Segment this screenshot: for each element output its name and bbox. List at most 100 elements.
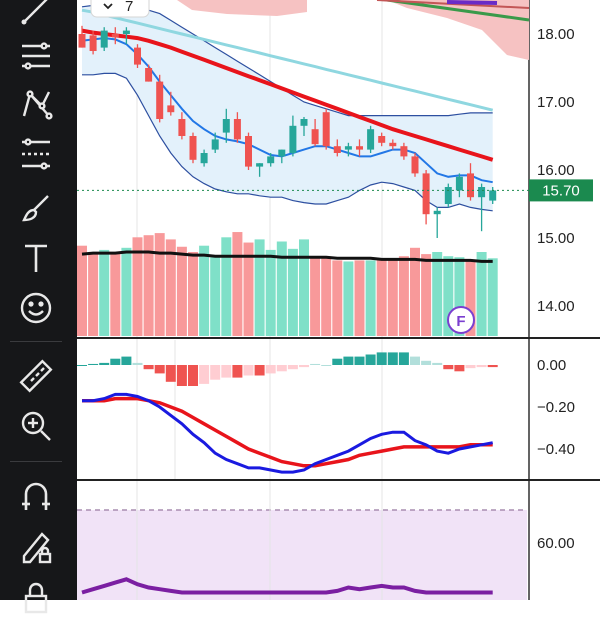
candle-body xyxy=(245,136,252,167)
candle-body xyxy=(489,190,497,201)
candle-body xyxy=(378,136,386,143)
price-axis: 18.00 17.00 16.00 15.00 14.00 xyxy=(537,26,575,315)
volume-bar xyxy=(99,249,110,336)
macd-histogram-bar xyxy=(387,352,398,365)
volume-bar xyxy=(210,257,221,336)
candle-body xyxy=(444,187,452,204)
volume-bar xyxy=(154,233,165,336)
volume-bar xyxy=(310,257,321,336)
macd-histogram-bar xyxy=(254,365,265,376)
volume-bar xyxy=(254,239,265,336)
toolbar-separator xyxy=(10,461,62,462)
volume-bar xyxy=(276,241,287,336)
last-price-tag xyxy=(529,179,593,202)
hidden-indicators-toggle[interactable]: 7 xyxy=(90,0,150,18)
candle-body xyxy=(356,146,363,150)
ruler-icon[interactable] xyxy=(12,352,60,400)
zoom-in-icon[interactable] xyxy=(12,402,60,450)
macd-histogram-bar xyxy=(154,365,165,374)
volume-bar xyxy=(287,248,298,336)
emoji-icon[interactable] xyxy=(12,284,60,332)
macd-histogram-bar xyxy=(321,365,332,366)
volume-bar xyxy=(321,258,332,336)
macd-histogram-bar xyxy=(287,365,298,370)
bollinger-fill xyxy=(82,3,493,211)
candle-body xyxy=(289,125,297,153)
event-badge-label: F xyxy=(456,313,465,330)
brush-icon[interactable] xyxy=(12,184,60,232)
candle-body xyxy=(411,156,419,174)
magnet-icon[interactable] xyxy=(12,472,60,520)
volume-bar xyxy=(176,246,187,336)
volume-bar xyxy=(376,258,387,336)
candle-body xyxy=(156,81,164,119)
chevron-down-icon xyxy=(103,3,113,10)
volume-bar xyxy=(132,237,143,336)
event-badge[interactable]: F xyxy=(447,306,475,334)
candle-body xyxy=(333,146,341,153)
macd-histogram-bar xyxy=(199,365,210,384)
oscillator-band xyxy=(77,510,527,600)
ma-red-line xyxy=(81,28,494,162)
macd-histogram-bar xyxy=(165,365,176,382)
volume-bar xyxy=(410,247,420,336)
price-tick-label: 16.00 xyxy=(537,162,575,179)
volume-bar xyxy=(476,252,487,336)
volume-bar xyxy=(465,260,476,336)
candle-body xyxy=(267,156,275,164)
volume-bar xyxy=(365,260,376,336)
candle-body xyxy=(222,119,230,133)
candle-body xyxy=(211,139,219,150)
macd-histogram-bar xyxy=(343,356,354,365)
volume-bar xyxy=(432,252,443,336)
candle-body xyxy=(256,163,264,167)
volume-bar xyxy=(121,247,132,336)
macd-tick-label: −0.20 xyxy=(537,399,575,416)
oscillator-line xyxy=(81,577,493,595)
volume-bar xyxy=(88,252,99,336)
macd-histogram-bar xyxy=(432,362,443,365)
pattern-icon[interactable] xyxy=(12,80,60,128)
macd-histogram-bar xyxy=(210,365,221,380)
macd-histogram-bar xyxy=(77,365,87,366)
lock-icon[interactable] xyxy=(12,574,60,622)
lock-drawing-icon[interactable] xyxy=(12,522,60,570)
oscillator-value-line xyxy=(81,577,493,595)
candle-body xyxy=(344,146,352,150)
macd-histogram-bar xyxy=(398,352,409,365)
macd-histogram-bar xyxy=(132,362,143,365)
candle-body xyxy=(422,173,430,215)
macd-histogram-bar xyxy=(243,365,254,376)
candle-body xyxy=(455,176,463,191)
candle-body xyxy=(400,146,408,157)
volume-bar xyxy=(421,254,432,336)
candlesticks xyxy=(78,25,497,238)
macd-histogram-bar xyxy=(265,365,276,374)
text-icon[interactable] xyxy=(12,234,60,282)
trend-line-icon[interactable] xyxy=(12,0,60,34)
volume-bar xyxy=(265,249,276,336)
fib-retracement-icon[interactable] xyxy=(12,32,60,80)
drawing-toolbar xyxy=(0,0,77,614)
prediction-icon[interactable] xyxy=(12,130,60,178)
macd-histogram-bar xyxy=(476,365,487,368)
macd-histogram-bar xyxy=(110,358,121,365)
price-tick-label: 18.00 xyxy=(537,26,575,43)
macd-histogram-bar xyxy=(487,365,498,368)
candle-body xyxy=(478,187,486,198)
chart-area[interactable]: 15.70 18.00 17.00 16.00 15.00 14.00 0.00 −0.2… xyxy=(77,0,600,600)
candle-body xyxy=(322,112,330,147)
oscillator-axis: 60.00 xyxy=(537,535,575,552)
candle-body xyxy=(300,119,308,126)
volume-bar xyxy=(332,260,343,336)
candle-body xyxy=(467,173,474,198)
candle-body xyxy=(389,142,397,147)
volume-bar xyxy=(199,245,210,336)
price-tick-label: 15.00 xyxy=(537,230,575,247)
macd-histogram-bar xyxy=(299,365,309,368)
purple-line xyxy=(446,0,498,5)
macd-histogram-bar xyxy=(310,363,321,365)
macd-signal-line xyxy=(82,396,493,468)
volume-bars xyxy=(77,232,498,336)
candle-body xyxy=(100,30,108,48)
